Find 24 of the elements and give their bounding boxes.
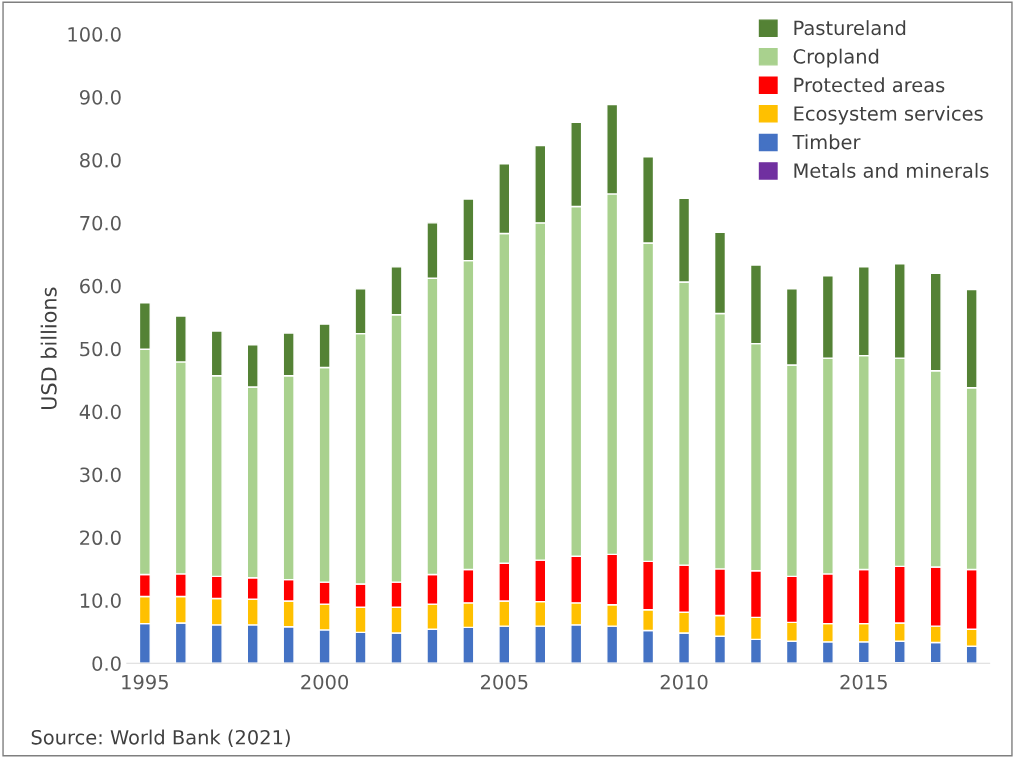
y-tick-label: 30.0 [80,467,121,483]
legend-label: Pastureland [794,20,906,36]
legend-label: Metals and minerals [794,162,989,178]
y-tick-label: 0.0 [92,656,121,671]
y-tick-label: 60.0 [80,278,121,294]
y-tick-label: 20.0 [80,530,121,546]
y-tick-label: 70.0 [80,215,121,231]
y-tick-label: 90.0 [79,89,121,105]
legend-label: Timber [792,134,861,150]
y-tick-label: 10.0 [80,593,121,608]
y-tick-label: 50.0 [80,341,121,357]
y-tick-label: 80.0 [80,152,121,168]
y-axis-title: USD billions [40,287,57,410]
legend-label: Protected areas [794,77,945,93]
x-tick-label: 2010 [660,674,708,690]
legend-label: Ecosystem services [794,105,983,125]
source-note: Source: World Bank (2021) [31,729,290,747]
y-tick-label: 40.0 [79,404,121,420]
y-tick-label: 100.0 [68,27,121,42]
x-tick-label: 2015 [840,674,887,690]
x-tick-label: 1995 [122,674,168,690]
x-tick-label: 2000 [301,674,349,690]
x-tick-label: 2005 [481,674,528,690]
legend-label: Cropland [793,48,879,68]
